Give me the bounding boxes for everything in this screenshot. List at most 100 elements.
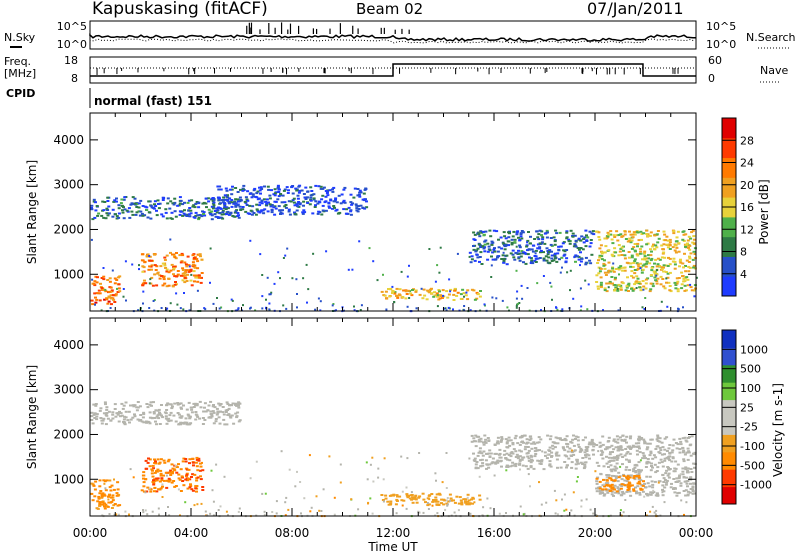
- heat-cell: [582, 467, 586, 470]
- heat-cell: [206, 197, 210, 200]
- heat-cell: [217, 416, 221, 419]
- heat-speckle: [580, 505, 583, 508]
- heat-cell: [562, 249, 566, 252]
- heat-speckle: [302, 277, 305, 280]
- heat-cell: [656, 436, 660, 439]
- heat-cell: [272, 206, 276, 209]
- heat-cell: [579, 260, 583, 263]
- heat-cell: [599, 285, 603, 288]
- heat-cell: [661, 446, 665, 449]
- heat-cell: [174, 257, 178, 260]
- heat-cell: [241, 189, 245, 192]
- heat-cell: [91, 303, 95, 306]
- heat-cell: [165, 285, 169, 288]
- heat-cell: [97, 497, 101, 500]
- heat-cell: [207, 208, 211, 211]
- heat-cell: [540, 460, 544, 463]
- heat-cell: [116, 481, 120, 484]
- heat-cell: [634, 475, 638, 478]
- heat-cell: [639, 487, 643, 490]
- heat-cell: [196, 415, 200, 418]
- heat-cell: [135, 211, 139, 214]
- heat-cell: [601, 435, 605, 438]
- heat-speckle: [565, 508, 568, 511]
- heat-cell: [486, 437, 490, 439]
- heat-cell: [121, 211, 125, 214]
- heat-cell: [555, 454, 559, 457]
- heat-cell: [472, 231, 476, 234]
- heat-speckle: [449, 499, 451, 502]
- heat-speckle: [261, 295, 264, 298]
- heat-cell: [616, 486, 620, 489]
- heat-cell: [545, 231, 549, 234]
- heat-cell: [504, 237, 508, 240]
- heat-cell: [690, 471, 694, 473]
- heat-cell: [203, 214, 207, 217]
- heat-cell: [435, 493, 439, 496]
- heat-cell: [660, 266, 664, 269]
- heat-speckle: [586, 308, 589, 311]
- heat-cell: [614, 288, 618, 290]
- heat-cell: [592, 233, 596, 236]
- heat-speckle: [580, 499, 583, 502]
- heat-cell: [685, 440, 689, 443]
- heat-cell: [617, 492, 621, 495]
- heat-cell: [511, 442, 515, 444]
- nave-tick-top: 60: [708, 54, 722, 67]
- heat-cell: [650, 465, 653, 467]
- heat-cell: [437, 298, 441, 301]
- heat-cell: [685, 482, 689, 485]
- heat-cell: [164, 415, 168, 418]
- heat-cell: [637, 473, 641, 475]
- heat-cell: [582, 238, 586, 240]
- heat-speckle: [319, 309, 322, 312]
- heat-cell: [111, 215, 115, 218]
- heat-cell: [570, 461, 574, 464]
- heat-cell: [617, 476, 621, 479]
- heat-cell: [252, 212, 256, 214]
- heat-speckle: [469, 512, 472, 515]
- heat-cell: [189, 422, 193, 425]
- heat-cell: [650, 266, 654, 269]
- heat-cell: [396, 296, 400, 299]
- heat-cell: [94, 296, 97, 299]
- heat-cell: [296, 197, 300, 200]
- heat-cell: [689, 477, 693, 480]
- heat-speckle: [639, 267, 642, 270]
- heat-cell: [476, 256, 480, 259]
- heat-speckle: [138, 264, 140, 267]
- heat-speckle: [142, 509, 144, 511]
- heat-cell: [603, 485, 607, 488]
- heat-cell: [115, 197, 118, 200]
- heat-speckle: [148, 487, 151, 490]
- heat-cell: [649, 491, 653, 494]
- heat-cell: [540, 241, 544, 244]
- heat-cell: [628, 476, 632, 479]
- velocity-colorbar-swatch: [722, 330, 736, 348]
- heat-cell: [100, 277, 104, 279]
- heat-cell: [482, 450, 486, 453]
- velocity-colorbar-tick-label: 100: [740, 382, 761, 395]
- heat-speckle: [515, 305, 518, 307]
- power-ylabel: Slant Range [km]: [25, 160, 39, 264]
- heat-speckle: [212, 514, 215, 517]
- heat-cell: [199, 255, 202, 258]
- heat-cell: [476, 293, 480, 295]
- heat-cell: [632, 445, 636, 448]
- heat-cell: [193, 266, 197, 269]
- heat-cell: [152, 401, 155, 404]
- heat-cell: [660, 453, 664, 456]
- heat-cell: [615, 230, 619, 233]
- heat-cell: [655, 282, 659, 285]
- freq-strip-frame: [89, 56, 697, 84]
- heat-cell: [344, 212, 348, 215]
- heat-cell: [524, 262, 528, 265]
- heat-cell: [641, 457, 645, 460]
- heat-cell: [306, 202, 310, 204]
- heat-cell: [196, 214, 200, 217]
- heat-cell: [145, 209, 149, 211]
- heat-cell: [195, 490, 198, 493]
- y-tick-label: 2000: [53, 427, 84, 441]
- heat-cell: [201, 202, 205, 205]
- heat-speckle: [406, 457, 409, 460]
